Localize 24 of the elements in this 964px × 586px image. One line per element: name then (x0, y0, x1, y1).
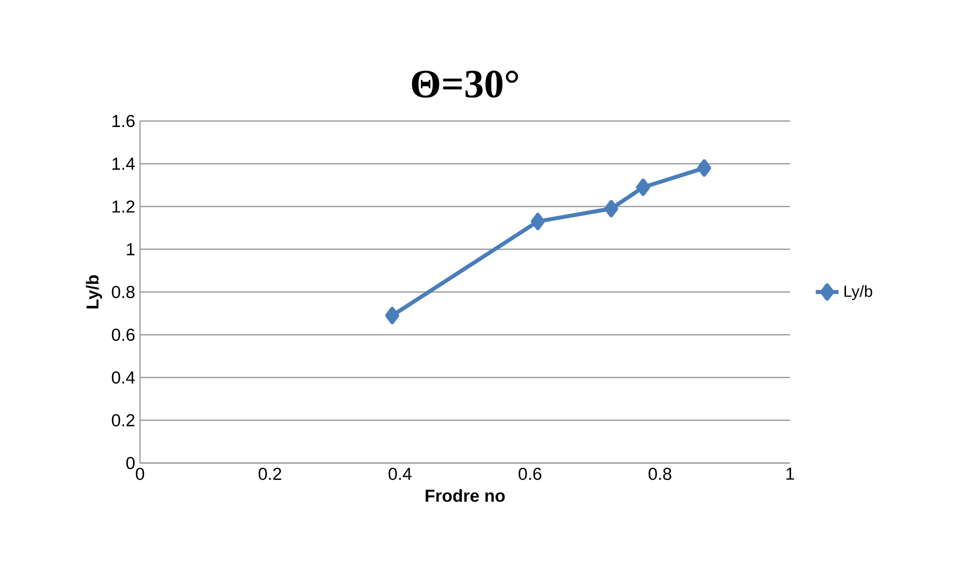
y-tick-label: 0.6 (112, 328, 135, 341)
point (697, 159, 712, 177)
x-tick-label: 0.4 (388, 468, 412, 480)
y-tick-label: 1.2 (112, 200, 134, 213)
x-tick-label: 1 (786, 468, 794, 480)
y-tick-label: 0.8 (112, 286, 135, 298)
x-tick-label: 0 (136, 468, 144, 480)
y-axis-title: Ly/b (86, 275, 102, 308)
legend-label: Ly/b (844, 285, 872, 300)
x-tick-label: 0.6 (518, 468, 542, 480)
chart-title: Θ=30° (412, 70, 518, 98)
y-tick-label: 1.6 (112, 114, 135, 128)
y-tick-label: 1.4 (112, 158, 135, 170)
point (530, 212, 545, 230)
x-tick-label: 0.8 (648, 468, 672, 480)
point (636, 178, 650, 196)
y-tick-label: 0.2 (112, 414, 134, 426)
x-axis-title: Frodre no (426, 489, 505, 502)
y-tick-label: 0 (126, 456, 135, 470)
y-tick-label: 1 (126, 243, 134, 256)
y-tick-label: 0.4 (112, 371, 135, 384)
x-tick-label: 0.2 (258, 468, 282, 480)
point (385, 306, 400, 324)
point (604, 200, 618, 218)
